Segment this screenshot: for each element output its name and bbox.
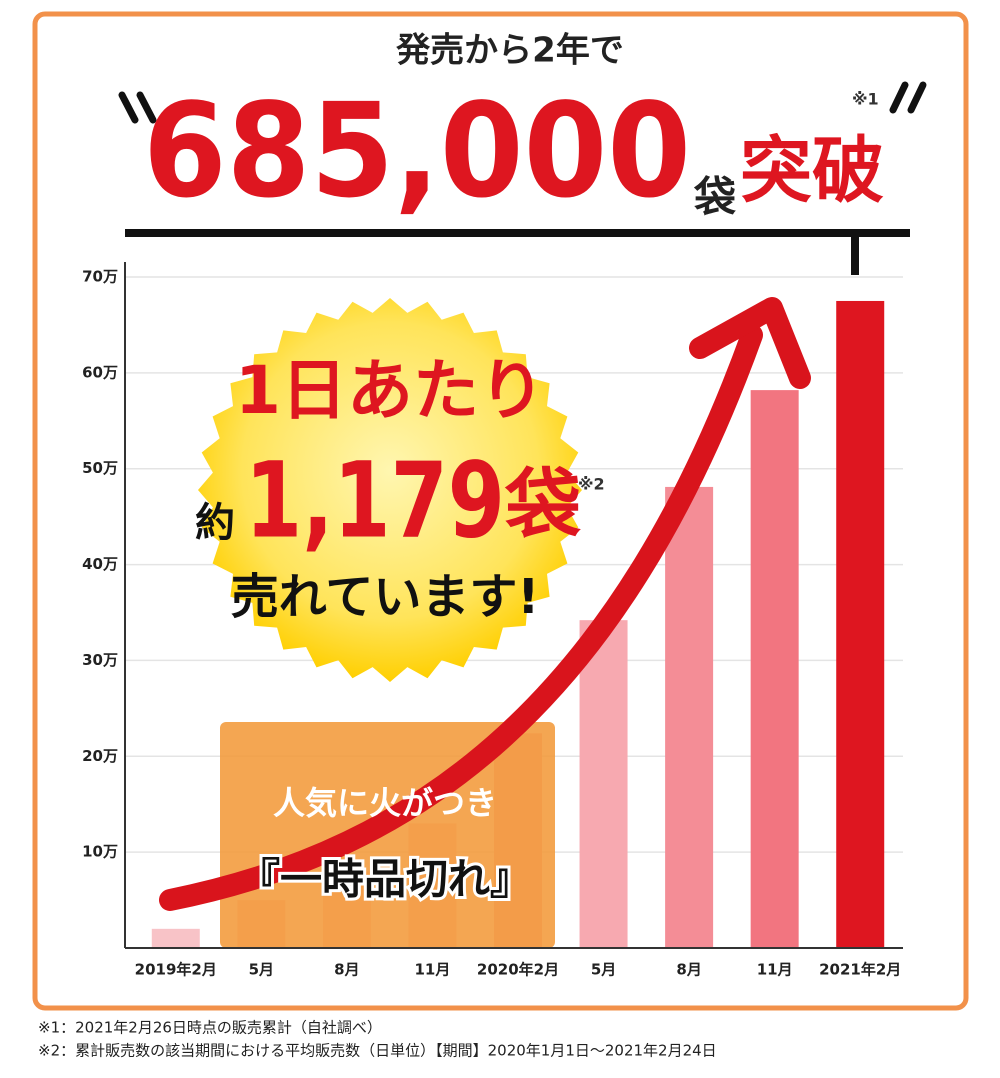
y-tick-label: 40万 bbox=[82, 555, 118, 573]
y-tick-label: 30万 bbox=[82, 651, 118, 669]
bar bbox=[579, 620, 628, 948]
quote-mark bbox=[889, 81, 909, 114]
y-tick-label: 20万 bbox=[82, 747, 118, 765]
x-tick-label: 2019年2月 bbox=[135, 961, 217, 979]
note-ref: ※1 bbox=[852, 90, 879, 109]
axis: 10万 20万 30万 40万 50万 60万 70万 2019年2月 5月 8月 11月 2020年… bbox=[82, 262, 903, 979]
badge-number: 1,179 bbox=[245, 439, 505, 561]
footnote: ※1：2021年2月26日時点の販売累計（自社調べ） bbox=[38, 1019, 382, 1037]
y-tick-label: 10万 bbox=[82, 843, 118, 861]
x-tick-label: 5月 bbox=[591, 961, 616, 979]
bar bbox=[665, 486, 714, 948]
badge-unit: 袋 bbox=[504, 460, 581, 549]
quote-mark bbox=[136, 91, 157, 124]
note-ref: ※2 bbox=[578, 475, 605, 494]
bar bbox=[836, 300, 885, 948]
x-tick-label: 2020年2月 bbox=[477, 961, 559, 979]
x-tick-label: 5月 bbox=[249, 961, 274, 979]
callout-line1: 人気に火がつき bbox=[273, 784, 497, 822]
headline-verb: 突破 bbox=[740, 129, 884, 213]
badge-line1: 1日あたり bbox=[235, 352, 545, 429]
x-tick-label: 11月 bbox=[415, 961, 451, 979]
x-tick-label: 11月 bbox=[757, 961, 793, 979]
growth-arrow bbox=[159, 324, 763, 911]
bar bbox=[750, 390, 799, 948]
badge-burst bbox=[198, 298, 582, 682]
y-tick-label: 70万 bbox=[82, 268, 118, 286]
headline-unit: 袋 bbox=[693, 173, 736, 222]
x-tick-label: 8月 bbox=[334, 961, 359, 979]
headline-number: 685,000 bbox=[143, 75, 691, 227]
x-tick-label: 2021年2月 bbox=[819, 961, 901, 979]
callout-box bbox=[220, 722, 555, 948]
callout-line2: 『一時品切れ』 bbox=[238, 855, 532, 904]
y-tick-label: 60万 bbox=[82, 363, 118, 381]
quote-mark bbox=[907, 81, 927, 114]
footnote: ※2：累計販売数の該当期間における平均販売数（日単位）【期間】2020年1月1日… bbox=[38, 1042, 717, 1060]
quote-mark bbox=[118, 91, 139, 124]
bar bbox=[151, 928, 200, 948]
headline-lead: 発売から2年で bbox=[396, 31, 624, 71]
badge-approx: 約 bbox=[195, 500, 235, 546]
arrow-head bbox=[689, 297, 811, 389]
y-tick-label: 50万 bbox=[82, 459, 118, 477]
badge-line3: 売れています! bbox=[231, 569, 539, 625]
x-tick-label: 8月 bbox=[676, 961, 701, 979]
